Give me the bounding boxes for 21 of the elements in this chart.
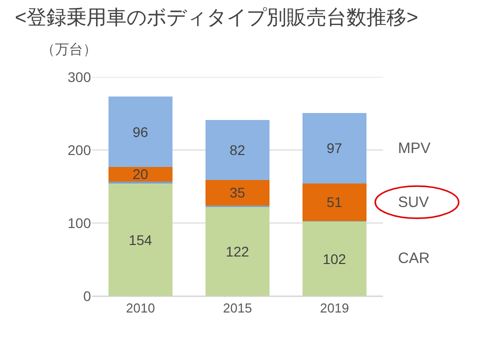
data-label: 20 bbox=[132, 166, 148, 182]
y-axis-title: （万台） bbox=[41, 41, 97, 57]
data-label: 96 bbox=[132, 124, 148, 140]
y-tick-label: 100 bbox=[68, 214, 92, 231]
y-tick-label: 0 bbox=[83, 288, 92, 304]
data-label: 82 bbox=[230, 142, 246, 158]
data-label: 102 bbox=[322, 250, 346, 267]
data-label: 122 bbox=[226, 243, 250, 260]
text: CAR bbox=[398, 250, 430, 267]
chart-title: <登録乗用車のボディタイプ別販売台数推移> bbox=[14, 7, 418, 30]
data-label: 51 bbox=[326, 194, 342, 210]
y-tick-label: 200 bbox=[68, 142, 92, 158]
text: SUV bbox=[398, 194, 429, 211]
x-tick-label: 2015 bbox=[223, 300, 252, 316]
y-tick-label: 300 bbox=[68, 68, 92, 85]
data-label: 154 bbox=[128, 232, 152, 248]
text: MPV bbox=[398, 140, 431, 157]
x-tick-label: 2010 bbox=[126, 300, 155, 316]
data-label: 35 bbox=[230, 184, 246, 201]
x-tick-label: 2019 bbox=[320, 300, 349, 316]
data-label: 97 bbox=[326, 140, 342, 156]
